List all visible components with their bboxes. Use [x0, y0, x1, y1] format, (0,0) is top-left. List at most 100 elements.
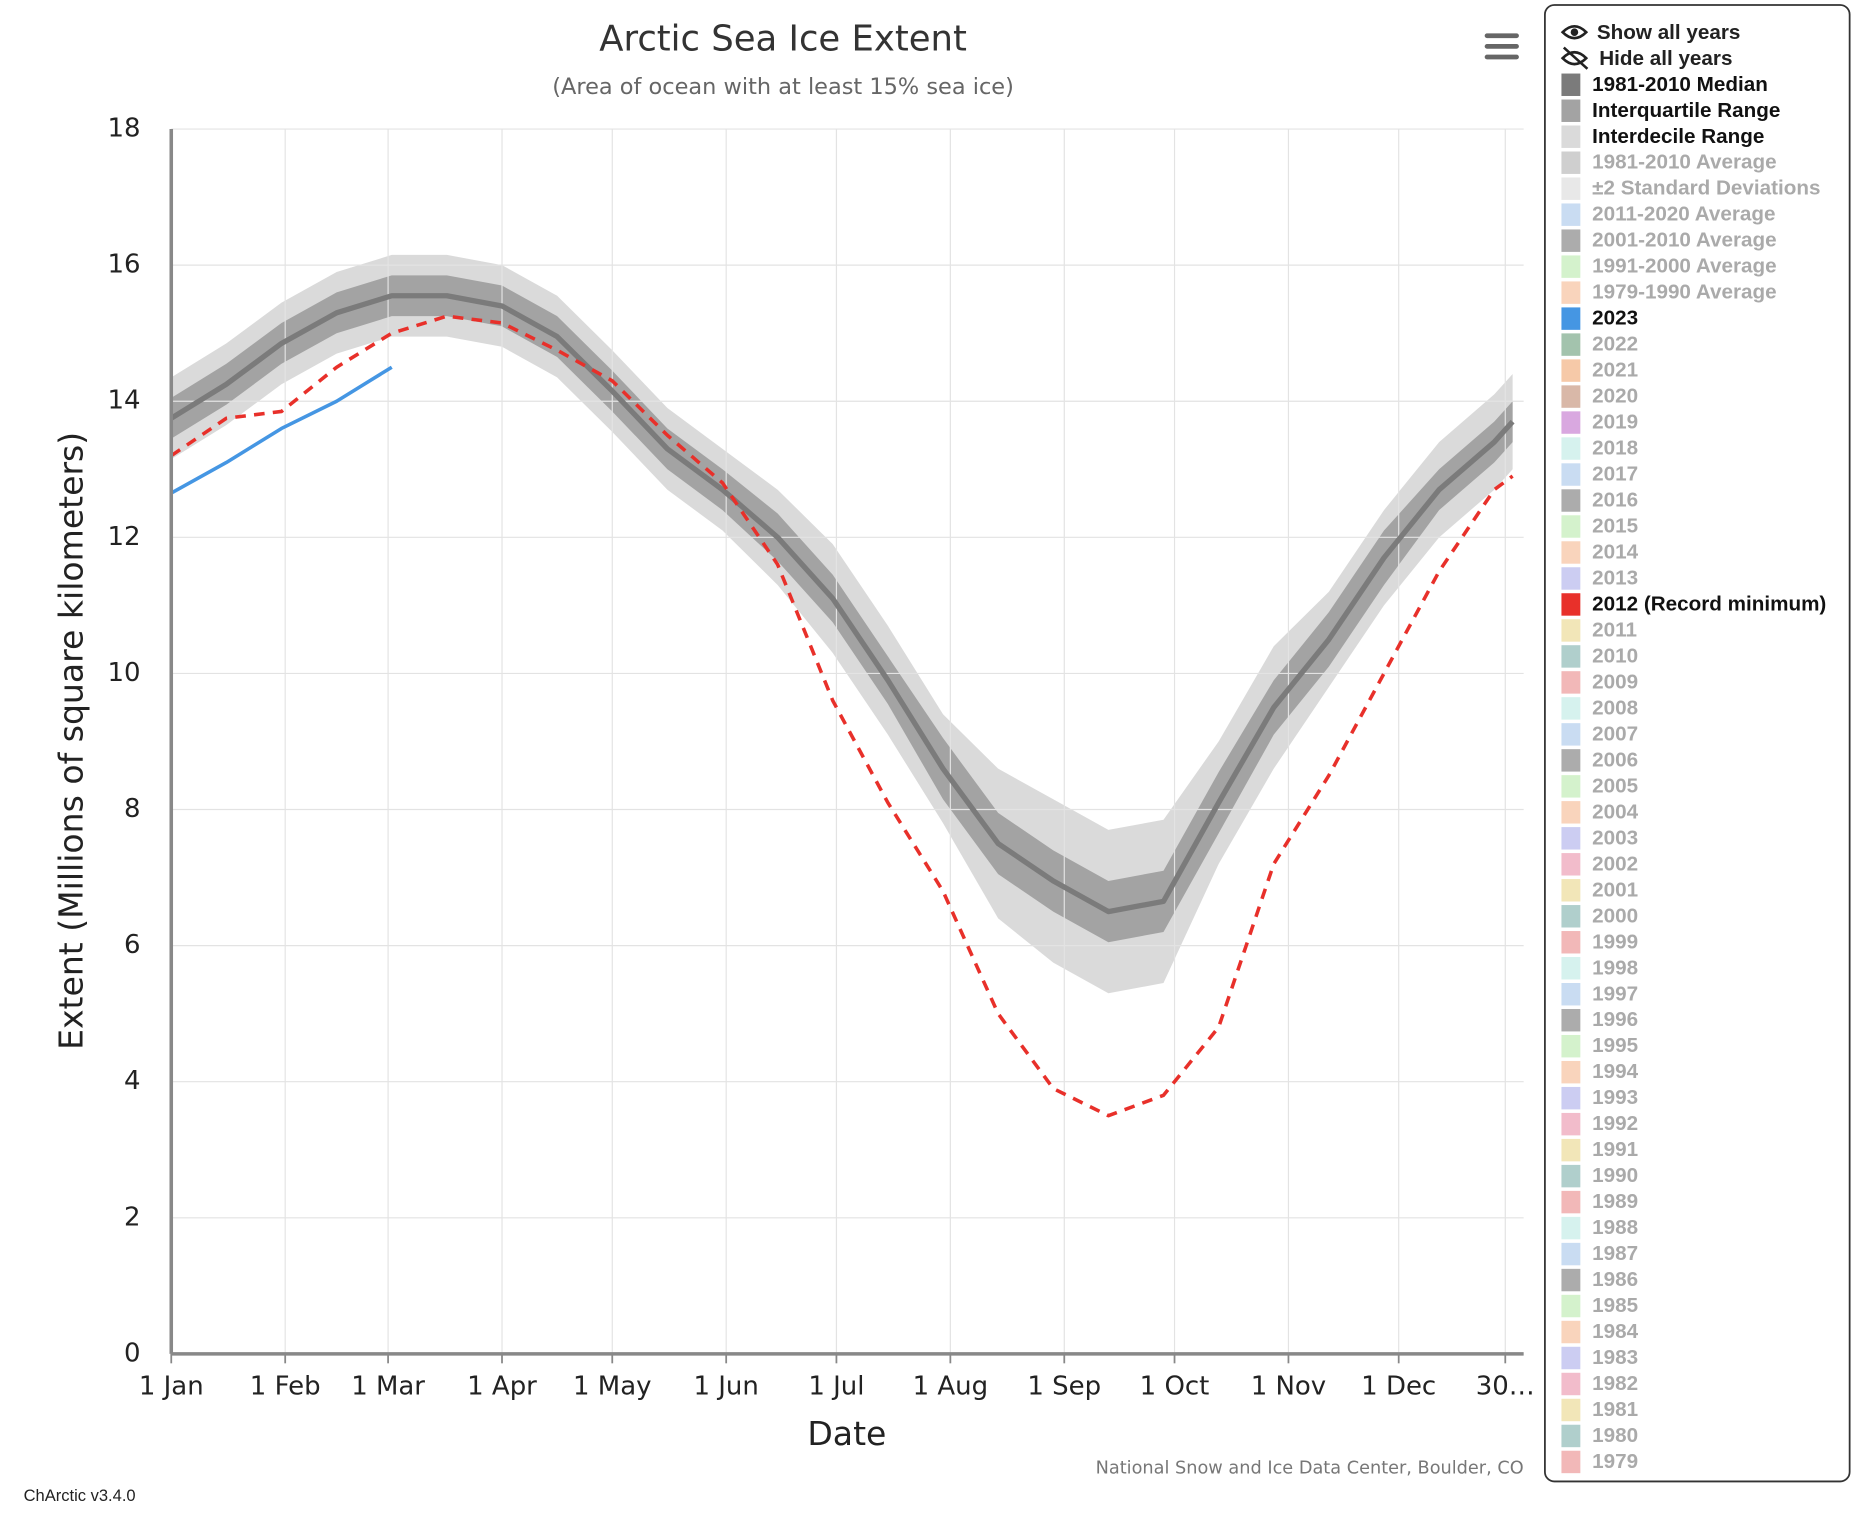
legend-swatch: [1561, 489, 1581, 512]
legend-item[interactable]: 1997: [1592, 982, 1638, 1005]
axes: 0 2 4 6 8 10 12 14 16 18 1 Jan 1 Feb 1 Mar 1 Apr 1 May…: [108, 114, 1535, 1402]
legend-swatch: [1561, 879, 1581, 902]
lines: [169, 293, 1515, 1118]
legend-item[interactable]: 2014: [1592, 541, 1638, 564]
legend-item[interactable]: 1999: [1592, 930, 1638, 953]
legend-item[interactable]: 1985: [1592, 1294, 1638, 1317]
legend-swatch: [1561, 1294, 1581, 1318]
y-tick-label: 2: [124, 1202, 141, 1232]
legend-item[interactable]: 1994: [1592, 1060, 1638, 1083]
legend-item[interactable]: 2011-2020 Average: [1592, 203, 1775, 226]
series-line: [170, 314, 1514, 1118]
legend-swatch: [1561, 1086, 1581, 1110]
legend-item[interactable]: 1983: [1592, 1346, 1638, 1369]
legend-item[interactable]: 2011: [1592, 618, 1637, 641]
legend-item[interactable]: 1988: [1592, 1216, 1638, 1239]
series-line: [170, 365, 393, 495]
legend-swatch: [1561, 463, 1581, 486]
legend-item[interactable]: 2012 (Record minimum): [1592, 592, 1826, 615]
legend-swatch: [1561, 1190, 1581, 1214]
legend-swatch: [1561, 853, 1581, 876]
legend-item[interactable]: 2005: [1592, 774, 1638, 797]
legend-item[interactable]: 2004: [1592, 800, 1638, 823]
legend-item[interactable]: 1981-2010 Average: [1592, 151, 1777, 174]
legend-item[interactable]: 1995: [1592, 1034, 1638, 1057]
legend-item[interactable]: 1980: [1592, 1424, 1638, 1447]
legend-swatch: [1561, 931, 1581, 954]
legend-item[interactable]: 1992: [1592, 1112, 1638, 1135]
version: ChArctic v3.4.0: [24, 1486, 136, 1505]
legend-item[interactable]: 1986: [1592, 1268, 1638, 1291]
legend-item[interactable]: 1979: [1592, 1450, 1638, 1473]
legend-item[interactable]: 1998: [1592, 956, 1638, 979]
legend-swatch: [1561, 957, 1581, 980]
legend-item[interactable]: Interdecile Range: [1592, 125, 1764, 148]
legend-item[interactable]: 1981: [1592, 1398, 1638, 1421]
legend-item[interactable]: 2015: [1592, 515, 1638, 538]
x-tick-label: 1 Jan: [139, 1371, 204, 1401]
x-tick-label: 30…: [1476, 1371, 1535, 1401]
legend-item[interactable]: 1981-2010 Median: [1592, 73, 1768, 96]
legend-item[interactable]: 2021: [1592, 359, 1638, 382]
legend-item[interactable]: 2008: [1592, 696, 1638, 719]
hide-all-icon[interactable]: [1560, 46, 1589, 70]
legend-item[interactable]: 2006: [1592, 748, 1638, 771]
legend-item[interactable]: 2009: [1592, 670, 1638, 693]
hide-all-years[interactable]: Hide all years: [1599, 47, 1732, 70]
legend-swatch: [1561, 73, 1581, 96]
legend-item[interactable]: 2000: [1592, 904, 1638, 927]
legend-swatch: [1561, 1138, 1581, 1162]
legend-item[interactable]: 2007: [1592, 722, 1638, 745]
legend-item[interactable]: 2023: [1592, 307, 1638, 330]
legend-item[interactable]: 2001-2010 Average: [1592, 229, 1777, 252]
bands: [171, 254, 1513, 994]
chart-title: Arctic Sea Ice Extent: [599, 18, 967, 59]
legend-swatch: [1561, 1112, 1581, 1136]
menu-button[interactable]: [1484, 33, 1519, 60]
legend-item[interactable]: 2001: [1592, 878, 1638, 901]
legend-item[interactable]: 1987: [1592, 1242, 1638, 1265]
legend-item[interactable]: 1982: [1592, 1372, 1638, 1395]
legend-item[interactable]: 1991-2000 Average: [1592, 255, 1777, 278]
legend-item[interactable]: 2018: [1592, 437, 1638, 460]
legend-item[interactable]: 2003: [1592, 826, 1638, 849]
legend-item[interactable]: 2022: [1592, 333, 1638, 356]
x-tick-label: 1 May: [573, 1371, 651, 1401]
legend-swatch: [1561, 385, 1581, 408]
x-tick-label: 1 Jul: [808, 1371, 864, 1401]
legend-item[interactable]: 1990: [1592, 1164, 1638, 1187]
legend-item[interactable]: 1993: [1592, 1086, 1638, 1109]
y-tick-label: 8: [124, 794, 141, 824]
legend-item[interactable]: 1989: [1592, 1190, 1638, 1213]
legend-item[interactable]: 1996: [1592, 1008, 1638, 1031]
legend-item[interactable]: 1984: [1592, 1320, 1638, 1343]
legend-swatch: [1561, 1216, 1581, 1240]
legend-swatch: [1561, 307, 1581, 330]
legend: Show all years Hide all years 1981-2010 …: [1544, 4, 1851, 1483]
legend-item[interactable]: 2010: [1592, 644, 1638, 667]
legend-swatch: [1561, 255, 1581, 278]
legend-swatch: [1561, 1034, 1581, 1058]
legend-item[interactable]: 2002: [1592, 852, 1638, 875]
legend-item[interactable]: Interquartile Range: [1592, 99, 1780, 122]
legend-swatch: [1561, 229, 1581, 252]
legend-swatch: [1561, 541, 1581, 564]
legend-item[interactable]: ±2 Standard Deviations: [1592, 177, 1820, 200]
legend-box: [1544, 4, 1851, 1483]
legend-item[interactable]: 2013: [1592, 567, 1638, 590]
legend-item[interactable]: 1991: [1592, 1138, 1638, 1161]
show-all-icon[interactable]: [1560, 25, 1589, 40]
show-all-years[interactable]: Show all years: [1597, 21, 1741, 44]
legend-item[interactable]: 2019: [1592, 411, 1638, 434]
legend-swatch: [1561, 593, 1581, 616]
legend-item[interactable]: 2017: [1592, 463, 1638, 486]
credit: National Snow and Ice Data Center, Bould…: [1096, 1458, 1524, 1478]
x-tick-label: 1 Jun: [694, 1371, 759, 1401]
series-line: [169, 293, 1515, 915]
x-tick-label: 1 Dec: [1361, 1371, 1436, 1401]
legend-item[interactable]: 2020: [1592, 385, 1638, 408]
legend-item[interactable]: 1979-1990 Average: [1592, 281, 1777, 304]
legend-swatch: [1561, 1346, 1581, 1370]
legend-item[interactable]: 2016: [1592, 489, 1638, 512]
